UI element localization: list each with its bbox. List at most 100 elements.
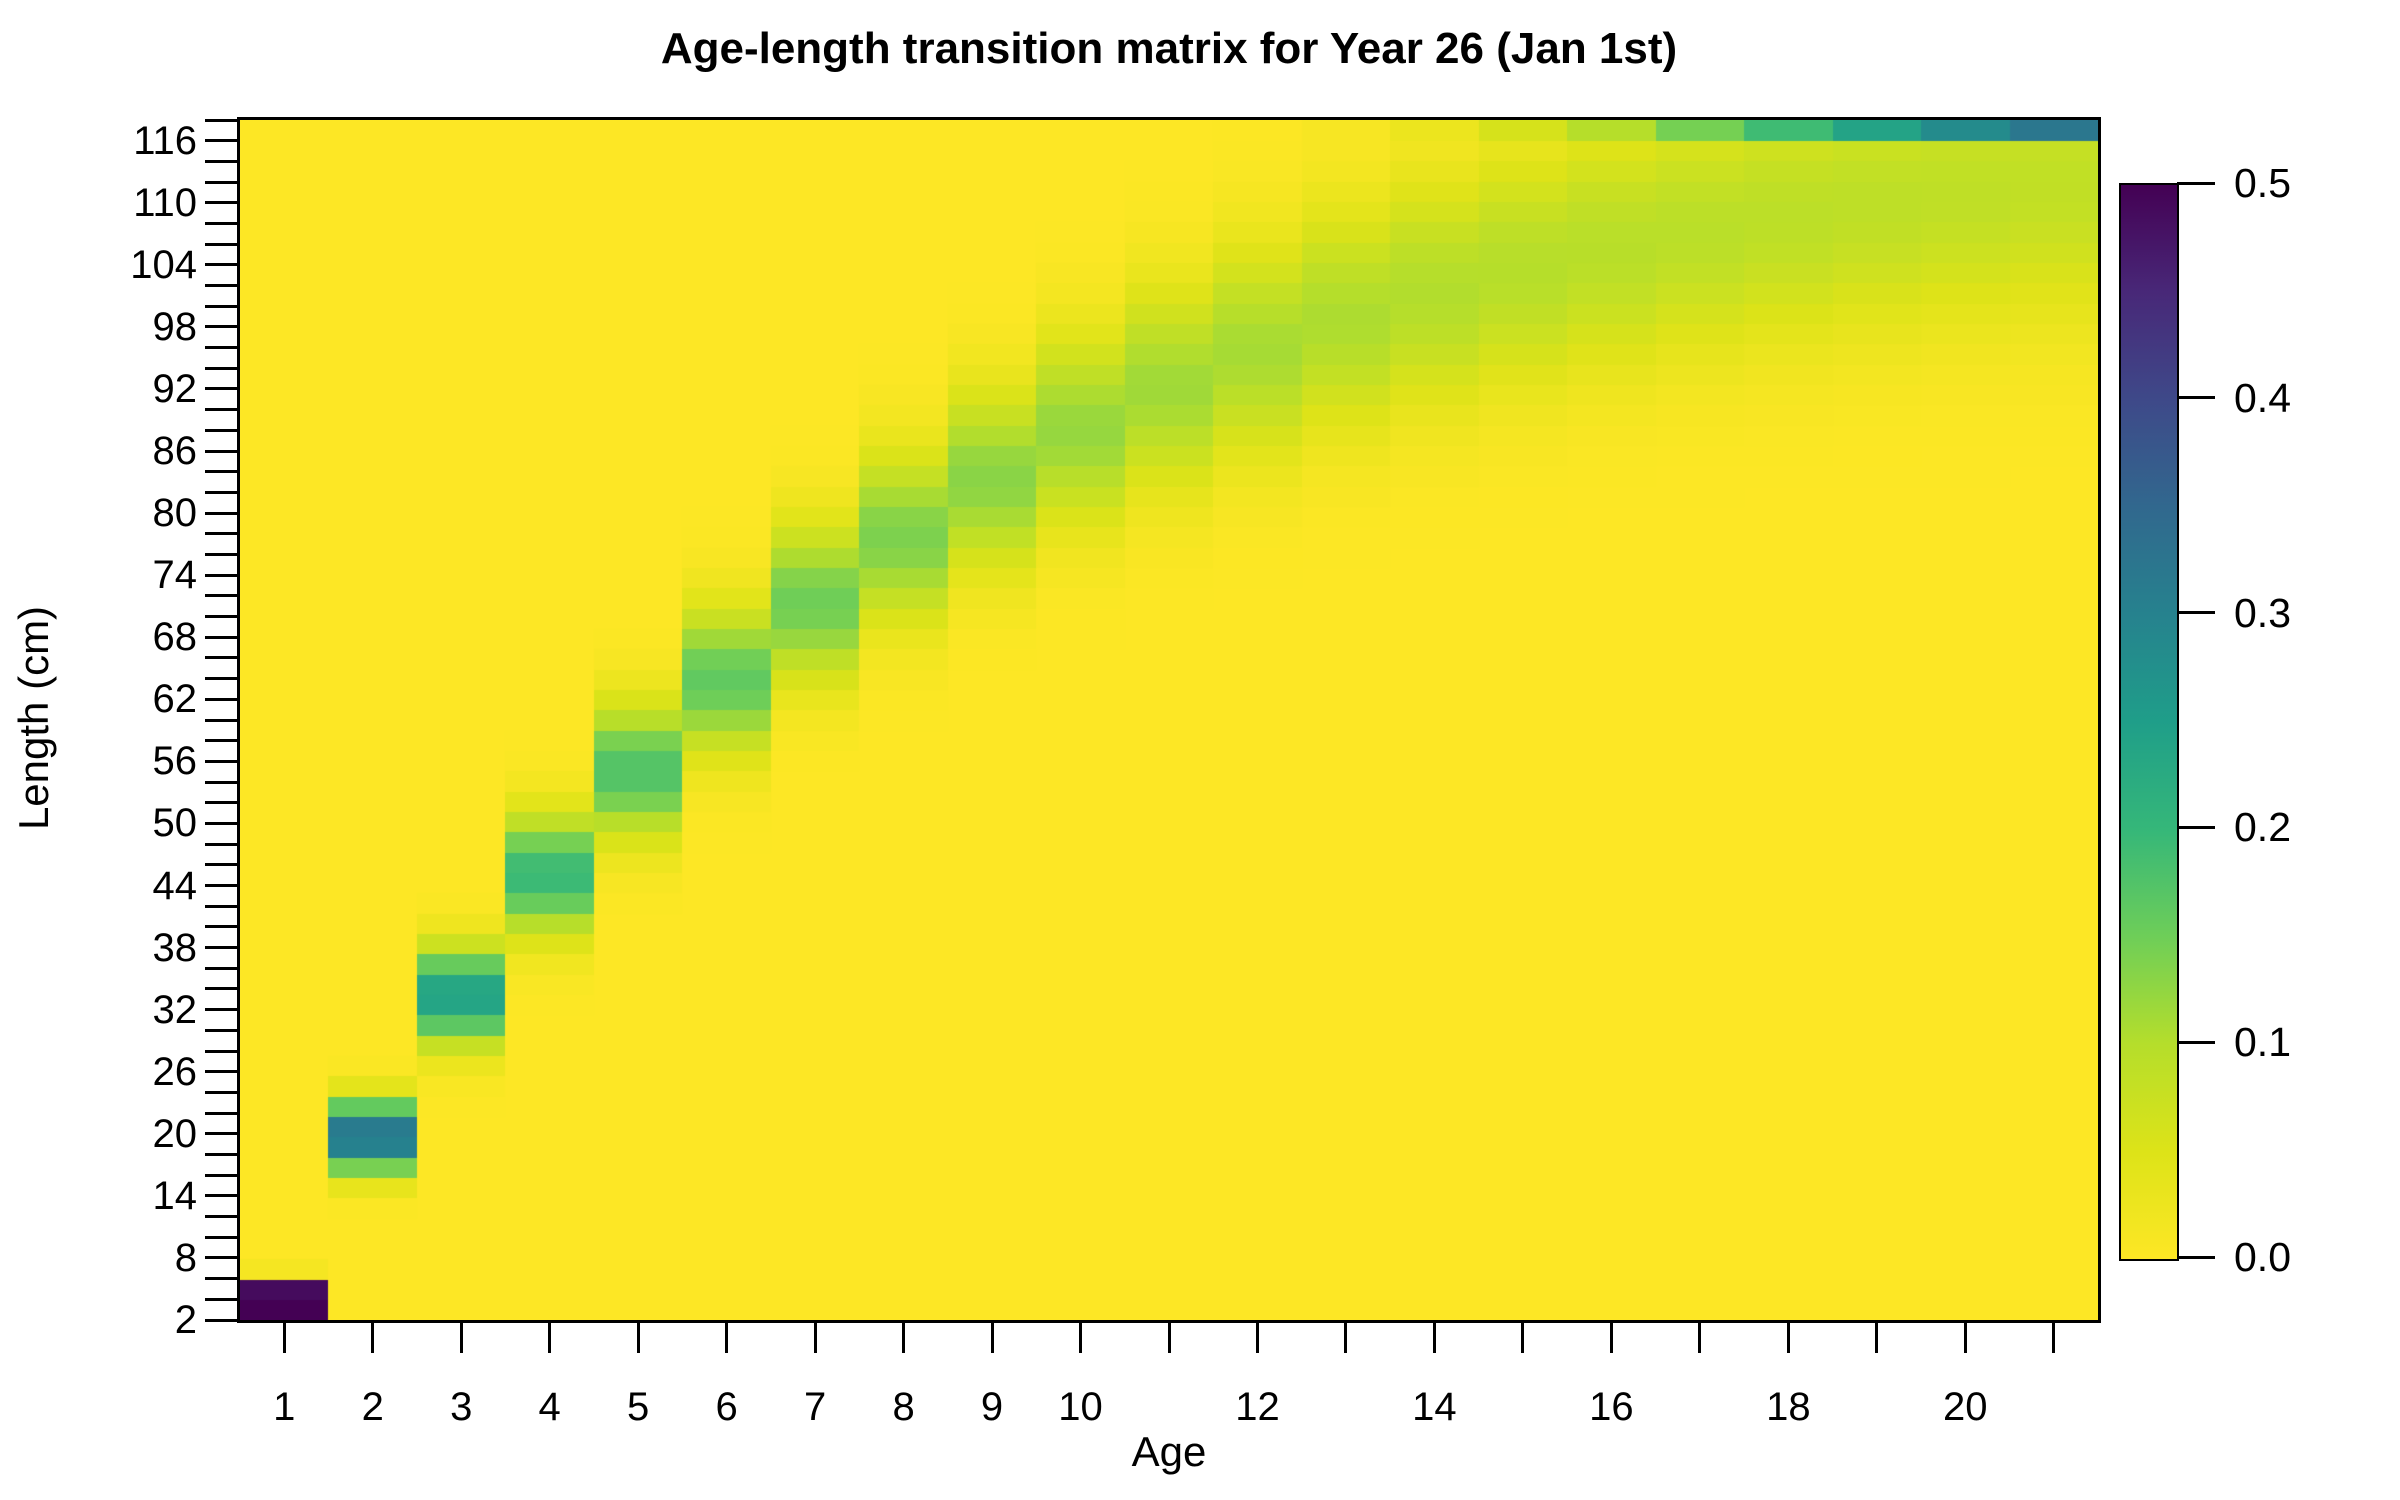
x-tick-label: 4 (538, 1385, 561, 1429)
colorbar-tick-label: 0.5 (2234, 160, 2291, 206)
colorbar (2119, 183, 2179, 1261)
x-tick (902, 1323, 906, 1353)
y-tick (205, 346, 237, 350)
x-tick (1344, 1323, 1348, 1353)
x-tick (1255, 1323, 1259, 1353)
y-tick (205, 904, 237, 908)
y-tick (205, 159, 237, 163)
x-tick (725, 1323, 729, 1353)
x-tick (1875, 1323, 1879, 1353)
y-tick-label: 110 (133, 180, 197, 225)
y-tick (205, 1152, 237, 1156)
y-tick (205, 532, 237, 536)
x-tick (636, 1323, 640, 1353)
x-tick-label: 20 (1943, 1385, 1988, 1429)
y-tick (205, 1090, 237, 1094)
x-tick (282, 1323, 286, 1353)
x-tick-label: 2 (361, 1385, 384, 1429)
y-tick (205, 656, 237, 660)
y-tick (205, 1194, 237, 1198)
y-tick-label: 116 (133, 118, 197, 163)
colorbar-tick (2177, 611, 2215, 615)
y-tick (205, 987, 237, 991)
y-tick-label: 62 (152, 677, 198, 722)
x-tick-label: 1 (273, 1385, 296, 1429)
y-tick-label: 26 (152, 1049, 198, 1094)
y-tick (205, 677, 237, 681)
y-tick (205, 946, 237, 950)
y-tick-label: 104 (130, 242, 197, 287)
x-tick (1963, 1323, 1967, 1353)
colorbar-tick-label: 0.0 (2234, 1234, 2291, 1280)
y-tick (205, 242, 237, 246)
colorbar-tick (2177, 1255, 2215, 1259)
x-tick (1786, 1323, 1790, 1353)
chart-title: Age-length transition matrix for Year 26… (660, 24, 1678, 73)
y-tick (205, 780, 237, 784)
y-tick (205, 863, 237, 867)
x-tick (459, 1323, 463, 1353)
y-tick (205, 573, 237, 577)
y-tick (205, 1297, 237, 1301)
x-tick (1521, 1323, 1525, 1353)
y-tick (205, 470, 237, 474)
heatmap-canvas (240, 120, 2098, 1320)
y-tick-label: 86 (152, 429, 198, 474)
x-tick-label: 16 (1589, 1385, 1634, 1429)
x-tick-label: 14 (1412, 1385, 1457, 1429)
x-tick (1432, 1323, 1436, 1353)
y-tick-label: 2 (174, 1298, 197, 1342)
y-tick-label: 14 (152, 1173, 198, 1218)
y-tick-label: 32 (152, 987, 198, 1032)
y-tick (205, 180, 237, 184)
colorbar-tick-label: 0.4 (2234, 374, 2291, 421)
y-tick (205, 801, 237, 805)
y-tick (205, 118, 237, 122)
y-tick-label: 56 (152, 739, 198, 784)
y-tick (205, 884, 237, 888)
y-tick (205, 1049, 237, 1053)
colorbar-tick-label: 0.3 (2234, 589, 2291, 636)
y-tick (205, 1215, 237, 1219)
y-tick (205, 615, 237, 619)
x-tick-label: 18 (1766, 1385, 1811, 1429)
x-tick (371, 1323, 375, 1353)
y-tick (205, 594, 237, 598)
y-tick-label: 38 (152, 925, 198, 970)
y-tick (205, 490, 237, 494)
colorbar-tick (2177, 825, 2215, 829)
colorbar-tick (2177, 1040, 2215, 1044)
y-tick (205, 449, 237, 453)
colorbar-tick-label: 0.2 (2234, 804, 2291, 851)
y-tick (205, 552, 237, 556)
y-tick (205, 759, 237, 763)
y-tick (205, 428, 237, 432)
y-tick (205, 1132, 237, 1136)
x-tick (813, 1323, 817, 1353)
y-tick (205, 325, 237, 329)
y-tick (205, 387, 237, 391)
y-tick-label: 98 (152, 304, 198, 349)
x-tick-label: 6 (715, 1385, 738, 1429)
plot-area (237, 117, 2101, 1323)
y-tick (205, 1173, 237, 1177)
y-tick-label: 74 (152, 553, 198, 598)
y-tick (205, 511, 237, 515)
y-tick (205, 366, 237, 370)
x-tick (1609, 1323, 1613, 1353)
y-tick (205, 635, 237, 639)
x-tick (1698, 1323, 1702, 1353)
y-tick-label: 50 (152, 801, 198, 846)
x-tick (548, 1323, 552, 1353)
x-tick-label: 8 (892, 1385, 915, 1429)
y-tick-label: 80 (152, 491, 198, 536)
y-tick-label: 92 (152, 366, 198, 411)
y-tick-label: 44 (152, 863, 198, 908)
y-tick (205, 842, 237, 846)
x-tick-label: 12 (1235, 1385, 1280, 1429)
y-tick (205, 739, 237, 743)
y-tick (205, 1318, 237, 1322)
y-tick (205, 1235, 237, 1239)
y-tick (205, 718, 237, 722)
